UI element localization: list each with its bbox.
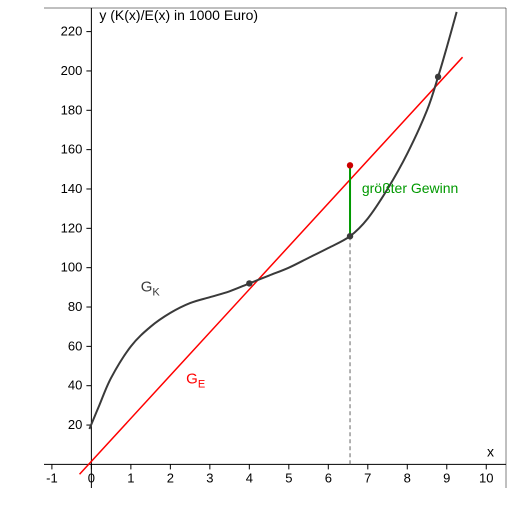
x-tick-label: 6	[325, 470, 332, 485]
x-tick-label: 2	[167, 470, 174, 485]
y-tick-label: 40	[68, 378, 82, 393]
x-tick-label: 0	[88, 470, 95, 485]
y-tick-label: 160	[61, 142, 83, 157]
gain-bottom-point	[347, 233, 353, 239]
x-tick-label: 7	[364, 470, 371, 485]
x-tick-label: 5	[285, 470, 292, 485]
y-tick-label: 80	[68, 299, 82, 314]
x-tick-label: 10	[479, 470, 493, 485]
x-tick-label: 3	[206, 470, 213, 485]
y-axis-label: y (K(x)/E(x) in 1000 Euro)	[99, 7, 258, 23]
cost-curve	[89, 12, 456, 429]
y-tick-label: 100	[61, 260, 83, 275]
x-tick-label: 1	[127, 470, 134, 485]
y-tick-label: 200	[61, 63, 83, 78]
chart-container: -1 0 1 2 3 4 5 6 7 8 9 10 20 40 60 80 100 120 140 160 180 200…	[0, 0, 515, 514]
y-tick-label: 220	[61, 24, 83, 39]
y-tick-label: 180	[61, 102, 83, 117]
x-axis-label: x	[487, 443, 494, 459]
gain-top-point	[347, 162, 353, 168]
x-tick-label: 8	[404, 470, 411, 485]
cost-curve-label: GK	[141, 278, 161, 298]
x-tick-label: 9	[443, 470, 450, 485]
revenue-line-label: GE	[186, 371, 205, 391]
max-gain-label: größter Gewinn	[362, 180, 458, 196]
chart-svg: -1 0 1 2 3 4 5 6 7 8 9 10 20 40 60 80 100 120 140 160 180 200…	[0, 0, 515, 514]
x-tick-label: 4	[246, 470, 253, 485]
x-tick-label: -1	[46, 470, 58, 485]
y-tick-label: 20	[68, 417, 82, 432]
intersection-point	[246, 280, 252, 286]
intersection-point	[435, 74, 441, 80]
y-tick-label: 120	[61, 220, 83, 235]
y-tick-label: 60	[68, 338, 82, 353]
y-tick-label: 140	[61, 181, 83, 196]
revenue-line	[80, 57, 463, 474]
